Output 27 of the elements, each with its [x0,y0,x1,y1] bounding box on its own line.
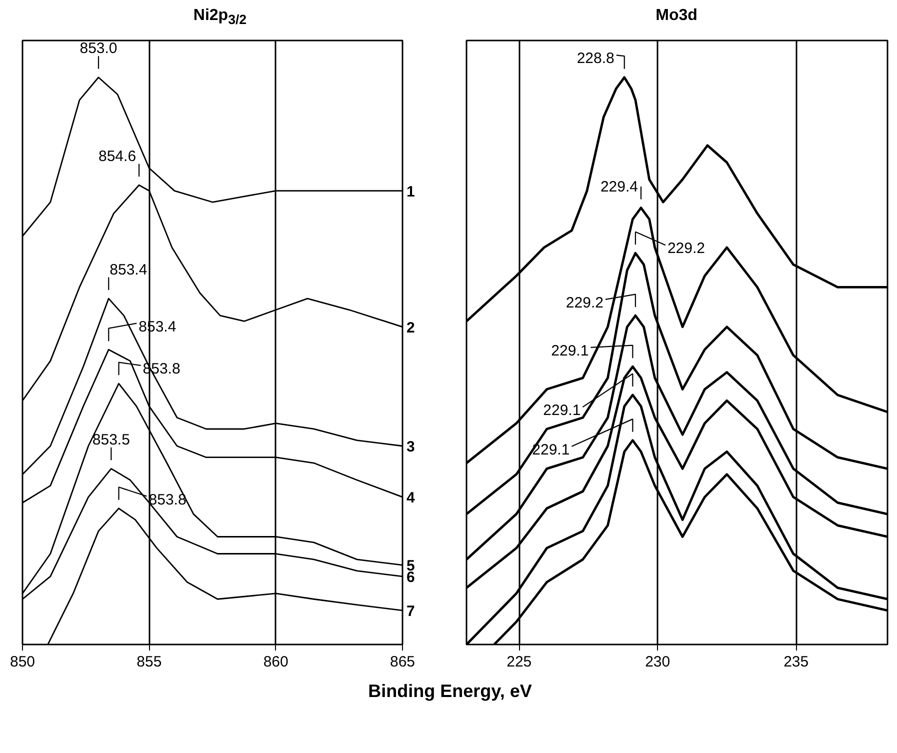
annotation: 229.2 [667,240,705,258]
chart-title: Mo3d [654,6,698,26]
annotation: 853.8 [148,491,186,508]
annotation: 229.1 [543,402,581,420]
series-label: 2 [406,319,415,336]
series-label: 1 [406,183,415,200]
series-label: 3 [406,438,415,456]
annotation: 853.4 [110,261,148,278]
x-tick-label: 855 [136,654,162,670]
annotation: 854.6 [98,148,136,165]
annotation: 229.2 [566,294,604,312]
annotation: 853.5 [92,431,130,448]
x-tick-label: 230 [645,654,670,670]
x-tick-label: 235 [784,654,809,670]
series-label: 7 [406,602,415,620]
annotation: 228.8 [576,50,614,68]
x-tick-label: 860 [263,654,288,670]
annotation: 229.1 [532,441,570,458]
x-tick-label: 225 [506,654,532,670]
annotation: 229.4 [600,178,638,196]
annotation: 853.0 [80,40,118,58]
chart-title: Ni2p$_{3/2}$ [192,6,248,30]
annotation: 229.1 [551,342,589,360]
x-tick-label: 850 [10,654,36,670]
x-axis-title: Binding Energy, eV [367,680,533,703]
series-label: 4 [406,490,416,507]
x-tick-label: 865 [390,654,416,670]
